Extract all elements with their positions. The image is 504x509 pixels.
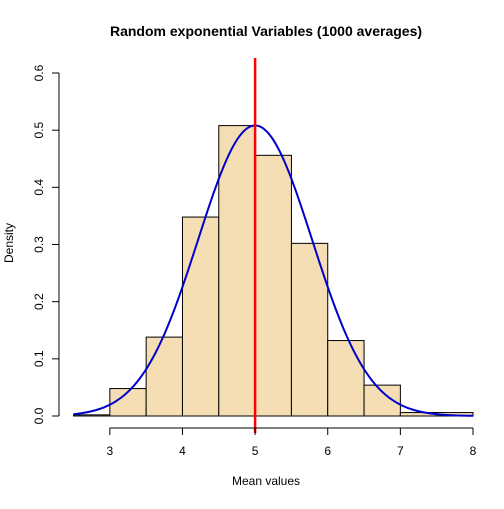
y-tick-label-3: 0.3 xyxy=(32,236,46,253)
y-axis-label: Density xyxy=(2,223,16,263)
chart-title: Random exponential Variables (1000 avera… xyxy=(110,23,422,39)
y-tick-label-6: 0.6 xyxy=(32,64,46,81)
x-axis-label: Mean values xyxy=(232,474,300,488)
y-tick-label-1: 0.1 xyxy=(32,350,46,367)
y-tick-label-0: 0.0 xyxy=(32,407,46,424)
density-curve-layer xyxy=(73,124,474,417)
y-tick-label-5: 0.5 xyxy=(32,122,46,139)
histogram-bar-7 xyxy=(327,340,365,417)
histogram-bar-2 xyxy=(145,336,183,417)
y-tick-label-2: 0.2 xyxy=(32,293,46,310)
histogram-bar-0 xyxy=(73,414,111,417)
x-tick-label-0: 3 xyxy=(106,444,113,458)
histogram-bar-3 xyxy=(181,216,220,417)
histogram-bar-5 xyxy=(254,154,292,417)
x-tick-label-5: 8 xyxy=(470,444,477,458)
y-tick-label-4: 0.4 xyxy=(32,179,46,196)
y-axis: 0.0 0.1 0.2 0.3 0.4 0.5 0.6 xyxy=(32,64,60,424)
histogram-bar-4 xyxy=(218,125,256,417)
density-curve xyxy=(73,124,474,417)
x-tick-label-1: 4 xyxy=(179,444,186,458)
x-tick-label-2: 5 xyxy=(252,444,259,458)
x-tick-label-3: 6 xyxy=(324,444,331,458)
x-axis: 3 4 5 6 7 8 xyxy=(106,427,477,458)
x-tick-label-4: 7 xyxy=(397,444,404,458)
